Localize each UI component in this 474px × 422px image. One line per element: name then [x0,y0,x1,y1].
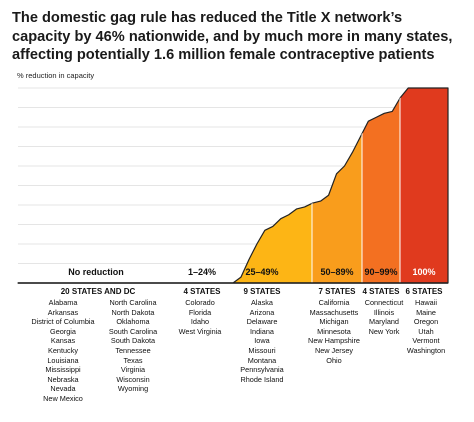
band-label-1-24: 1–24% [187,267,217,277]
state-name: Vermont [412,336,440,346]
state-name: New Jersey [314,345,354,355]
band-label-50-89: 50–89% [320,267,354,277]
title-line-2: capacity by 46% nationwide, and by much … [12,28,453,45]
chart-title: The domestic gag rule has reduced the Ti… [12,9,468,65]
state-name: North Dakota [111,307,155,317]
state-name: Oklahoma [116,317,150,327]
state-name: New Mexico [43,393,83,403]
state-name: Delaware [246,317,278,327]
state-name: Virginia [120,365,146,375]
state-name: Oregon [413,317,439,327]
state-name: Ohio [326,355,342,365]
band-label-100: 100% [412,267,436,277]
state-name: Alabama [48,298,78,307]
state-name: Connecticut [364,298,404,307]
state-name: Indiana [250,326,274,336]
band-label-25-49: 25–49% [245,267,279,277]
state-name: South Carolina [108,326,158,336]
state-name: California [318,298,350,307]
state-list-1-24: Colorado Florida Idaho West Virginia [170,298,230,336]
group-title-100: 6 STATES [405,287,443,296]
state-name: Rhode Island [240,374,284,384]
state-name: Nevada [50,384,76,394]
state-name: Minnesota [317,326,351,336]
state-list-no-reduction-col2: North Carolina North Dakota Oklahoma South … [93,298,173,394]
state-name: Utah [418,326,434,336]
state-name: New York [368,326,400,336]
state-name: Wisconsin [116,374,150,384]
state-name: Texas [123,355,143,365]
title-line-3: affecting potentially 1.6 million female… [12,47,435,64]
state-name: New Hampshire [308,336,360,346]
state-name: Missouri [248,345,276,355]
state-name: Kentucky [47,345,78,355]
group-title-no-reduction: 20 STATES AND DC [60,287,136,296]
state-name: Michigan [319,317,349,327]
group-title-90-99: 4 STATES [362,287,400,296]
state-name: Maine [416,307,436,317]
state-list-100: Hawaii Maine Oregon Utah Vermont Washington [401,298,451,356]
state-name: North Carolina [109,298,157,307]
state-name: Washington [406,345,446,355]
state-name: Montana [247,355,277,365]
state-name: Hawaii [415,298,437,307]
state-name: Georgia [50,326,76,336]
state-name: Tennessee [115,345,151,355]
state-name: Massachusetts [309,307,359,317]
state-name: Wyoming [117,384,149,394]
group-title-1-24: 4 STATES [183,287,221,296]
state-name: Kansas [50,336,76,346]
state-name: Florida [188,307,212,317]
state-name: Louisiana [47,355,79,365]
band-label-no-reduction: No reduction [68,267,124,277]
state-name: Idaho [190,317,210,327]
state-name: South Dakota [110,336,156,346]
state-name: Colorado [185,298,215,307]
state-name: Arkansas [47,307,79,317]
title-line-1: The domestic gag rule has reduced the Ti… [12,10,403,26]
band-label-90-99: 90–99% [364,267,398,277]
state-name: West Virginia [178,326,222,336]
group-title-50-89: 7 STATES [318,287,356,296]
state-list-25-49: Alaska Arizona Delaware Indiana Iowa Missouri… [231,298,293,384]
state-name: Arizona [249,307,275,317]
state-name: Mississippi [45,365,81,375]
y-axis-label: % reduction in capacity [17,71,95,80]
state-list-90-99: Connecticut Illinois Maryland New York [356,298,412,336]
state-name: Nebraska [47,374,79,384]
state-list-no-reduction-col1: Alabama Arkansas District of Columbia Georg… [15,298,111,404]
state-list-50-89: California Massachusetts Michigan Minnesota… [302,298,366,365]
state-name: District of Columbia [31,317,95,327]
state-name: Maryland [368,317,399,327]
state-name: Alaska [251,298,273,307]
band-fill [400,88,448,283]
state-name: Iowa [254,336,270,346]
band-fill [362,88,400,283]
group-title-25-49: 9 STATES [243,287,281,296]
state-name: Illinois [373,307,395,317]
state-name: Pennsylvania [240,365,284,375]
